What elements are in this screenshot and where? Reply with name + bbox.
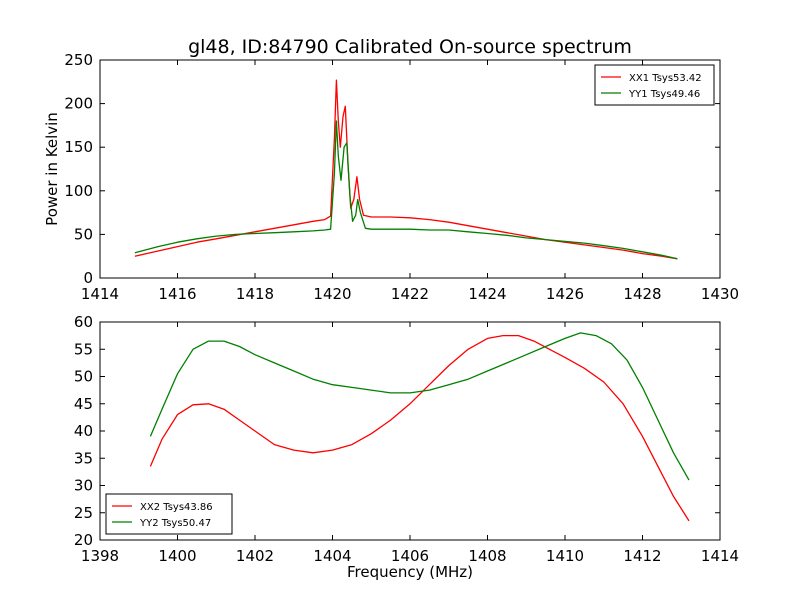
top-x-tick-label: 1416	[158, 285, 196, 303]
top-legend: XX1 Tsys53.42 YY1 Tsys49.46	[594, 64, 715, 106]
bottom-y-tick-label: 50	[74, 368, 93, 386]
bottom-x-tick-label: 1408	[468, 547, 506, 565]
top-x-tick-label: 1422	[391, 285, 429, 303]
bottom-legend-label-1: XX2 Tsys43.86	[140, 502, 213, 513]
top-y-tick-label: 200	[64, 95, 93, 113]
bottom-y-tick-label: 60	[74, 313, 93, 331]
bottom-x-tick-label: 1406	[391, 547, 429, 565]
bottom-series-line-2	[149, 332, 690, 481]
top-panel: 1414 1416 1418 1420 1422 1424 1426 1428 1430 0 50 1…	[43, 51, 739, 303]
bottom-legend-box	[105, 493, 233, 535]
top-x-tick-label: 1420	[313, 285, 351, 303]
top-y-axis-label: Power in Kelvin	[43, 112, 61, 226]
top-x-tick-label: 1430	[701, 285, 739, 303]
bottom-legend-label-2: YY2 Tsys50.47	[139, 518, 211, 529]
figure-title: gl48, ID:84790 Calibrated On-source spec…	[188, 36, 632, 58]
bottom-x-tick-label: 1404	[313, 547, 351, 565]
bottom-x-tick-label: 1410	[546, 547, 584, 565]
top-y-tick-label: 250	[64, 51, 93, 69]
bottom-y-tick-label: 55	[74, 340, 93, 358]
bottom-x-tick-label: 1400	[158, 547, 196, 565]
top-x-tick-label: 1426	[546, 285, 584, 303]
bottom-x-tick-label: 1412	[623, 547, 661, 565]
top-y-tick-label: 0	[83, 269, 93, 287]
top-x-tick-label: 1424	[468, 285, 506, 303]
bottom-x-tick-label: 1398	[81, 547, 119, 565]
bottom-series-line-1	[149, 334, 690, 522]
bottom-x-axis-label: Frequency (MHz)	[347, 563, 473, 581]
bottom-legend: XX2 Tsys43.86 YY2 Tsys50.47	[105, 493, 233, 535]
bottom-panel: 1398 1400 1402 1404 1406 1408 1410 1412 1414 20 25…	[74, 313, 739, 581]
top-x-tick-label: 1428	[623, 285, 661, 303]
top-y-tick-label: 150	[64, 138, 93, 156]
top-legend-label-2: YY1 Tsys49.46	[628, 89, 700, 100]
bottom-y-tick-label: 45	[74, 395, 93, 413]
top-y-tick-label: 50	[74, 225, 93, 243]
bottom-y-tick-label: 35	[74, 449, 93, 467]
top-y-tick-label: 100	[64, 182, 93, 200]
top-legend-box	[594, 64, 715, 106]
bottom-y-tick-label: 25	[74, 504, 93, 522]
top-legend-label-1: XX1 Tsys53.42	[629, 73, 702, 84]
bottom-y-tick-label: 40	[74, 422, 93, 440]
bottom-y-tick-label: 20	[74, 531, 93, 549]
bottom-y-tick-label: 30	[74, 477, 93, 495]
bottom-x-tick-label: 1402	[236, 547, 274, 565]
top-x-tick-label: 1414	[81, 285, 119, 303]
bottom-x-tick-label: 1414	[701, 547, 739, 565]
top-series-line-2	[134, 120, 678, 260]
top-x-tick-label: 1418	[236, 285, 274, 303]
